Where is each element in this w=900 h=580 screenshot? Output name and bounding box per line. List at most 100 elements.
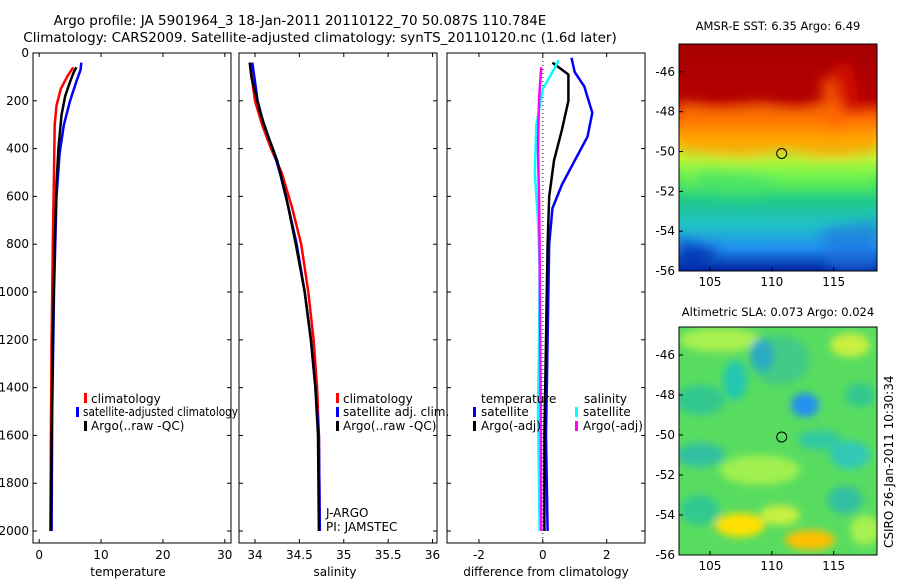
legend-swatch-argo — [336, 421, 339, 431]
legend-swatch-sal-satellite — [575, 407, 578, 417]
map-x-tick-label: 105 — [698, 275, 721, 289]
salinity-profiles — [248, 62, 322, 532]
difference-axes-box — [446, 52, 646, 544]
profile-line-salinity-satellite — [533, 59, 560, 532]
legend-swatch-satellite — [76, 407, 79, 417]
sst-map-panel: AMSR-E SST: 6.35 Argo: 6.49 105 110 115 -46… — [655, 19, 878, 289]
legend-title-temperature: temperature — [481, 392, 556, 406]
x-tick-label: 0 — [539, 548, 547, 562]
profile-line-satellite-adjusted-climatology — [50, 62, 83, 532]
temperature-x-ticks: 0 10 20 30 — [35, 53, 232, 562]
x-tick-label: 34.5 — [286, 548, 313, 562]
sla-map-title: Altimetric SLA: 0.073 Argo: 0.024 — [682, 305, 874, 319]
x-tick-label: 34 — [247, 548, 262, 562]
float-project-label: J-ARGO — [325, 506, 368, 520]
legend-swatch-satellite — [336, 407, 339, 417]
legend-swatch-climatology — [84, 393, 87, 403]
profile-line-climatology — [249, 62, 322, 532]
map-y-tick-label: -50 — [655, 145, 675, 159]
legend-swatch-argo — [84, 421, 87, 431]
argo-position-marker — [776, 431, 788, 443]
legend-label-satellite: satellite adj. clim. — [343, 405, 449, 419]
depth-tick-label: 1400 — [0, 381, 29, 395]
map-y-tick-label: -46 — [655, 65, 675, 79]
legend-label-sal-satellite: satellite — [583, 405, 631, 419]
depth-tick-label: 1000 — [0, 285, 29, 299]
x-tick-label: 30 — [217, 548, 232, 562]
map-y-tick-label: -52 — [655, 468, 675, 482]
salinity-xlabel: salinity — [313, 565, 356, 579]
legend-title-salinity: salinity — [584, 392, 627, 406]
sst-map-title: AMSR-E SST: 6.35 Argo: 6.49 — [696, 19, 861, 33]
x-tick-label: 36 — [425, 548, 440, 562]
x-tick-label: 20 — [155, 548, 170, 562]
map-x-tick-label: 110 — [760, 275, 783, 289]
x-tick-label: 2 — [603, 548, 611, 562]
salinity-legend: climatology satellite adj. clim. Argo(..… — [336, 392, 449, 433]
legend-swatch-climatology — [336, 393, 339, 403]
profile-line-salinity-argo-adj — [536, 67, 543, 532]
sla-map-panel: Altimetric SLA: 0.073 Argo: 0.024 — [655, 305, 878, 573]
timestamp-label: CSIRO 26-Jan-2011 10:30:34 — [882, 376, 896, 548]
depth-tick-label: 600 — [6, 189, 29, 203]
x-tick-label: -2 — [473, 548, 485, 562]
difference-x-ticks: -2 0 2 — [473, 53, 611, 562]
depth-tick-label: 0 — [21, 46, 29, 60]
temperature-legend: climatology satellite-adjusted climatolo… — [76, 392, 238, 433]
x-tick-label: 35 — [336, 548, 351, 562]
map-x-tick-label: 115 — [822, 559, 845, 573]
difference-profiles — [533, 57, 594, 532]
depth-tick-label: 1600 — [0, 428, 29, 442]
map-y-tick-label: -56 — [655, 264, 675, 278]
legend-label-climatology: climatology — [91, 392, 161, 406]
map-x-tick-label: 115 — [822, 275, 845, 289]
legend-label-temp-satellite: satellite — [481, 405, 529, 419]
temperature-profiles — [49, 62, 83, 532]
legend-label-climatology: climatology — [343, 392, 413, 406]
map-y-tick-label: -46 — [655, 348, 675, 362]
map-x-tick-label: 105 — [698, 559, 721, 573]
legend-label-temp-argo: Argo(-adj) — [481, 419, 541, 433]
map-y-tick-label: -54 — [655, 508, 675, 522]
map-y-tick-label: -48 — [655, 105, 675, 119]
difference-panel: -2 0 2 difference from climatology tempera… — [446, 52, 646, 579]
legend-swatch-temp-satellite — [473, 407, 476, 417]
x-tick-label: 35.5 — [375, 548, 402, 562]
map-y-tick-label: -56 — [655, 548, 675, 562]
salinity-panel: 34 34.5 35 35.5 36 salinity climatology sate… — [238, 52, 449, 579]
profile-line-temperature-argo-adj — [543, 61, 570, 531]
profile-line-argo-raw-qc — [49, 66, 78, 532]
figure-title-line2: Climatology: CARS2009. Satellite-adjuste… — [23, 30, 616, 46]
legend-label-satellite: satellite-adjusted climatology — [83, 405, 238, 419]
sst-map-frame — [678, 43, 878, 272]
map-y-tick-label: -52 — [655, 184, 675, 198]
depth-tick-label: 2000 — [0, 524, 29, 538]
legend-label-argo: Argo(..raw -QC) — [91, 419, 184, 433]
sst-map-ticks: 105 110 115 -46 -48 -50 -52 -54 -56 — [655, 65, 845, 289]
map-y-tick-label: -48 — [655, 388, 675, 402]
legend-label-argo: Argo(..raw -QC) — [343, 419, 436, 433]
figure-title-line1: Argo profile: JA 5901964_3 18-Jan-2011 2… — [54, 13, 547, 29]
difference-legend: temperature salinity satellite Argo(-adj… — [473, 392, 643, 433]
legend-swatch-sal-argo — [575, 421, 578, 431]
sla-map-ticks: 105 110 115 -46 -48 -50 -52 -54 -56 — [655, 348, 845, 573]
difference-xlabel: difference from climatology — [463, 565, 629, 579]
salinity-axes-box — [238, 52, 438, 544]
depth-tick-label: 800 — [6, 237, 29, 251]
depth-tick-label: 400 — [6, 142, 29, 156]
sla-heatmap — [679, 327, 877, 555]
legend-swatch-temp-argo — [473, 421, 476, 431]
map-x-tick-label: 110 — [760, 559, 783, 573]
legend-label-sal-argo: Argo(-adj) — [583, 419, 643, 433]
profile-line-argo-raw-qc — [248, 62, 321, 532]
profile-line-temperature-satellite — [544, 57, 594, 532]
depth-tick-label: 1200 — [0, 333, 29, 347]
x-tick-label: 0 — [35, 548, 43, 562]
sla-map-frame — [678, 326, 878, 556]
salinity-x-ticks: 34 34.5 35 35.5 36 — [247, 53, 440, 562]
argo-position-marker — [776, 148, 788, 159]
map-y-tick-label: -54 — [655, 224, 675, 238]
temperature-xlabel: temperature — [90, 565, 165, 579]
